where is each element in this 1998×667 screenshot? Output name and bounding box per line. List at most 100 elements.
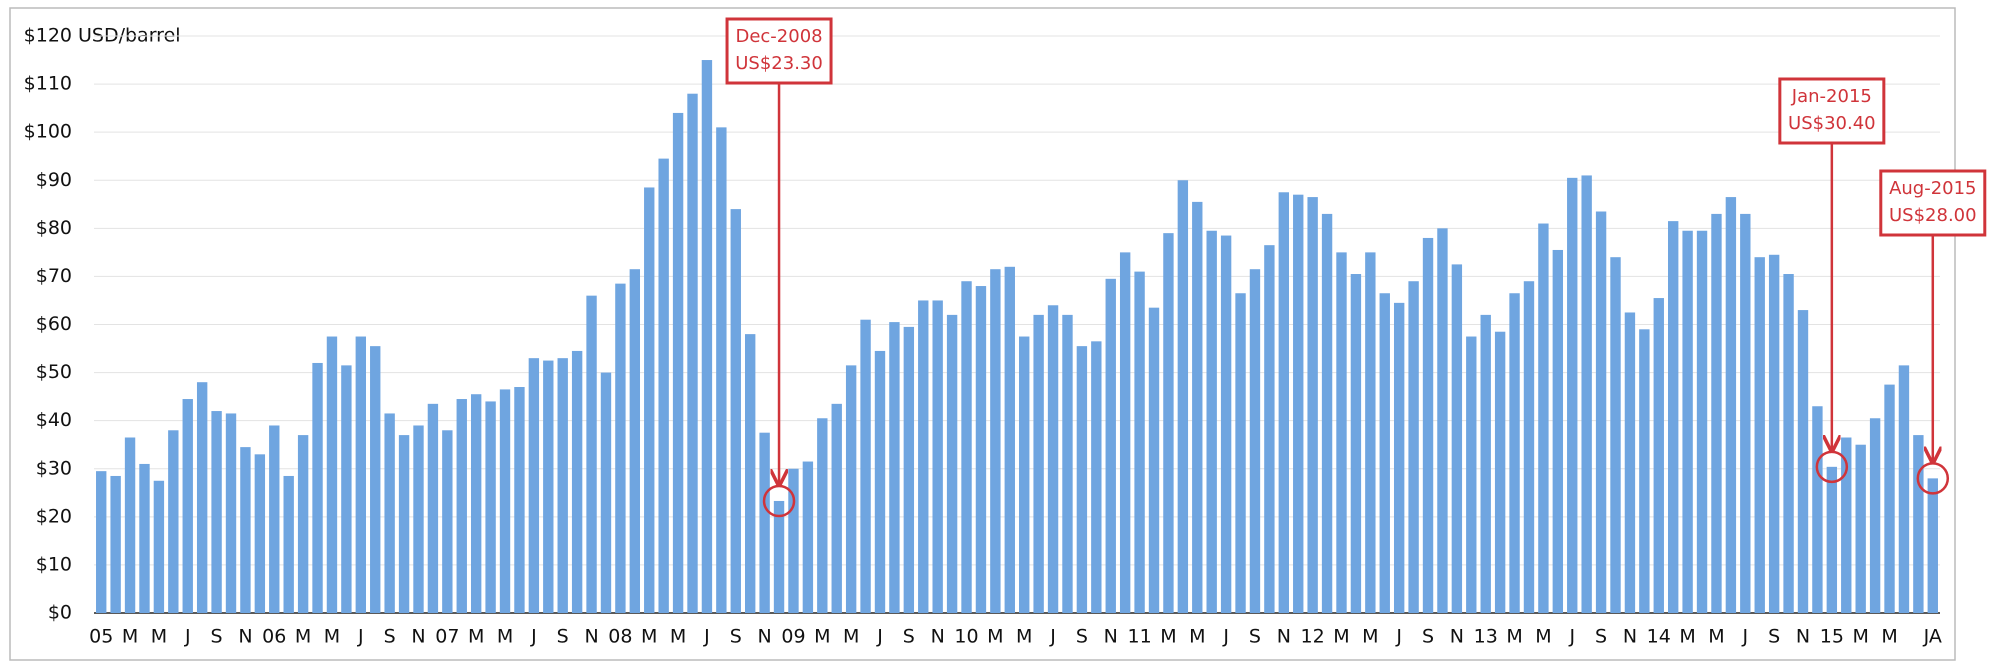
- bar: [370, 346, 381, 613]
- bar: [1307, 197, 1318, 613]
- x-tick-label: M: [1679, 626, 1695, 648]
- callout-text: Dec-2008: [735, 26, 822, 47]
- x-tick-label: N: [411, 626, 425, 648]
- bar: [196, 382, 208, 613]
- bar: [1826, 466, 1838, 613]
- bar: [211, 411, 222, 613]
- bar: [1711, 213, 1722, 614]
- bar: [1148, 307, 1160, 613]
- x-tick-label: N: [1450, 626, 1464, 648]
- bar: [225, 413, 237, 613]
- bar: [1047, 305, 1059, 613]
- bar: [312, 362, 323, 613]
- bar: [1538, 223, 1549, 613]
- y-tick-label: $20: [36, 505, 72, 527]
- bar: [586, 295, 597, 613]
- x-tick-label: 10: [954, 626, 978, 648]
- x-tick-label: 06: [262, 626, 286, 648]
- bar: [1062, 314, 1073, 613]
- bar: [1567, 177, 1578, 614]
- x-tick-label: M: [1535, 626, 1551, 648]
- x-tick-label: J: [1742, 626, 1749, 648]
- x-tick-label: S: [557, 626, 569, 648]
- bar: [1581, 175, 1592, 614]
- bar: [1898, 365, 1910, 613]
- x-tick-label: M: [468, 626, 484, 648]
- bar: [1869, 418, 1881, 613]
- bar: [1884, 384, 1895, 613]
- bar: [874, 350, 886, 613]
- x-tick-label: 09: [781, 626, 805, 648]
- bar: [860, 319, 871, 613]
- x-tick-label: M: [1160, 626, 1176, 648]
- x-tick-label: J: [530, 626, 537, 648]
- bar: [153, 480, 165, 613]
- bar: [1509, 293, 1520, 613]
- bar: [1091, 341, 1102, 613]
- callout-circle: [1916, 462, 1950, 495]
- bar: [831, 403, 842, 613]
- bar: [543, 360, 554, 613]
- y-tick-label: $110: [24, 73, 72, 95]
- y-tick-label: $90: [36, 169, 72, 191]
- x-tick-label: N: [1104, 626, 1118, 648]
- bar: [946, 314, 958, 613]
- chart-frame: [9, 7, 1956, 661]
- y-tick-label: $60: [36, 313, 72, 335]
- x-tick-label: M: [670, 626, 686, 648]
- x-tick-label: J: [876, 626, 883, 648]
- callout-box: [1778, 77, 1886, 145]
- bar: [759, 432, 770, 613]
- x-tick-label: J: [1049, 626, 1056, 648]
- x-tick-label: M: [1333, 626, 1349, 648]
- bar: [283, 475, 294, 613]
- bar: [1336, 252, 1347, 613]
- x-tick-label: N: [1277, 626, 1291, 648]
- bar: [413, 425, 424, 613]
- bar: [1725, 197, 1737, 613]
- bar: [269, 425, 280, 613]
- bar: [1639, 329, 1650, 613]
- callout-box: [1879, 169, 1987, 237]
- y-tick-label: $50: [36, 361, 72, 383]
- bar: [1350, 274, 1362, 613]
- bar: [1653, 298, 1664, 613]
- bar: [932, 300, 943, 613]
- x-tick-label: M: [295, 626, 311, 648]
- x-tick-label: 14: [1647, 626, 1671, 648]
- bar: [1408, 281, 1419, 613]
- bar: [1019, 336, 1030, 613]
- bar: [961, 281, 972, 613]
- bar: [1321, 213, 1333, 614]
- bar: [1264, 245, 1275, 613]
- bar: [975, 286, 987, 613]
- bar: [788, 468, 799, 613]
- bar: [1682, 230, 1693, 614]
- bar: [1293, 194, 1304, 614]
- callout-text: Jan-2015: [1791, 86, 1872, 107]
- bar: [745, 334, 756, 613]
- bar: [1365, 252, 1376, 613]
- x-tick-label: M: [1881, 626, 1897, 648]
- x-tick-label: J: [1222, 626, 1229, 648]
- callout-text: US$23.30: [735, 53, 823, 74]
- y-tick-label: $120: [24, 25, 72, 47]
- bar: [672, 112, 684, 613]
- x-tick-label: M: [1016, 626, 1032, 648]
- bar: [903, 326, 915, 613]
- callout-text: Aug-2015: [1889, 178, 1976, 199]
- x-tick-label: M: [497, 626, 513, 648]
- bar: [600, 372, 612, 613]
- bar: [802, 461, 814, 613]
- x-tick-label: J: [1568, 626, 1575, 648]
- bar: [1841, 437, 1852, 613]
- x-tick-label: S: [1595, 626, 1607, 648]
- bar: [470, 394, 482, 613]
- x-tick-label: M: [1189, 626, 1205, 648]
- x-tick-label: M: [814, 626, 830, 648]
- bar: [1466, 336, 1477, 613]
- callout-circle: [1815, 450, 1849, 484]
- bar: [124, 437, 136, 613]
- bar: [990, 269, 1001, 613]
- bar: [297, 435, 309, 613]
